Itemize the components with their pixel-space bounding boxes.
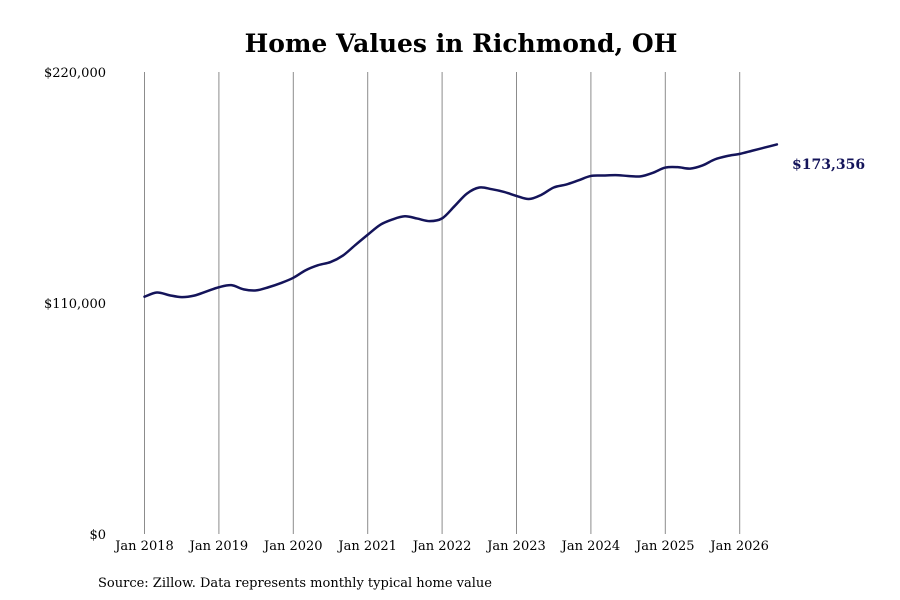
y-axis-ticks: $0 $110,000 $220,000: [44, 66, 106, 543]
x-axis-ticks: Jan 2018 Jan 2019 Jan 2020 Jan 2021 Jan 2022…: [113, 539, 769, 554]
x-tick-label: Jan 2024: [560, 539, 621, 554]
x-tick-label: Jan 2025: [634, 539, 695, 554]
y-tick-label: $220,000: [44, 66, 106, 81]
vertical-gridlines: [144, 72, 741, 534]
y-tick-label: $0: [89, 528, 106, 543]
home-value-line: [143, 143, 779, 299]
x-tick-label: Jan 2022: [411, 539, 472, 554]
y-tick-label: $110,000: [44, 297, 106, 312]
x-tick-label: Jan 2018: [113, 539, 174, 554]
source-note: Source: Zillow. Data represents monthly …: [98, 576, 492, 591]
latest-value-label: $173,356: [792, 157, 865, 173]
x-tick-label: Jan 2023: [485, 539, 546, 554]
x-tick-label: Jan 2021: [336, 539, 397, 554]
x-tick-label: Jan 2020: [262, 539, 323, 554]
chart-title: Home Values in Richmond, OH: [245, 29, 678, 58]
x-tick-label: Jan 2026: [708, 539, 769, 554]
x-tick-label: Jan 2019: [188, 539, 249, 554]
